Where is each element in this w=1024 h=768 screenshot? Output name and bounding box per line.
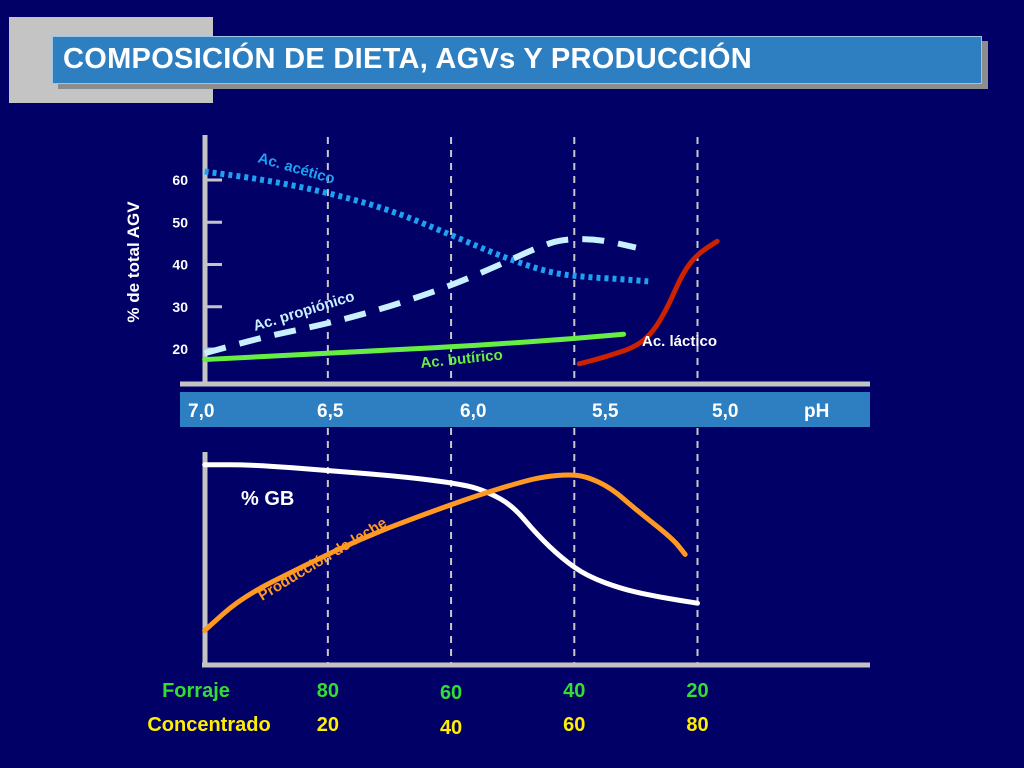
- y-tick-label-40: 40: [172, 257, 188, 273]
- forraje-value-1: 60: [440, 682, 462, 704]
- ph-axis-bar: 7,0 6,5 6,0 5,5 5,0 pH: [180, 392, 870, 427]
- series-line-ac-lactico: [576, 238, 720, 367]
- y-tick-label-20: 20: [172, 341, 188, 357]
- production-chart-axes: [202, 452, 870, 668]
- label-ac-lactico: Ac. láctico: [642, 333, 717, 350]
- forraje-label: Forraje: [162, 680, 230, 702]
- concentrado-value-0: 20: [317, 714, 339, 736]
- series-line-produccion-de-leche: [202, 472, 688, 633]
- ph-bar-background: [180, 392, 870, 427]
- x-tick-label-7-0: 7,0: [188, 401, 214, 422]
- agv-chart-axes: 20 30 40 50 60 % de total AGV: [124, 135, 870, 387]
- label-gb: % GB: [241, 488, 294, 510]
- agv-series: [202, 168, 720, 367]
- x-tick-label-5-5: 5,5: [592, 401, 619, 422]
- forraje-value-0: 80: [317, 680, 339, 702]
- concentrado-value-2: 60: [563, 714, 585, 736]
- label-ac-propionico: Ac. propiónico: [251, 288, 356, 335]
- concentrado-value-1: 40: [440, 717, 462, 739]
- production-series: [202, 462, 700, 633]
- series-line-ac-butirico: [202, 331, 627, 363]
- concentrado-value-3: 80: [686, 714, 708, 736]
- x-axis-unit-label: pH: [804, 401, 829, 422]
- slide-title: COMPOSICIÓN DE DIETA, AGVs Y PRODUCCIÓN: [63, 43, 752, 75]
- y-axis-label: % de total AGV: [124, 201, 143, 323]
- forraje-value-3: 20: [686, 680, 708, 702]
- y-tick-label-60: 60: [172, 172, 188, 188]
- x-tick-label-6-0: 6,0: [460, 401, 486, 422]
- label-produccion-leche: Producción de leche: [255, 514, 390, 604]
- series-line-ac-propionico: [203, 236, 637, 357]
- ph-gridlines: [326, 137, 699, 663]
- concentrado-label: Concentrado: [147, 714, 270, 736]
- x-tick-label-5-0: 5,0: [712, 401, 738, 422]
- forraje-value-2: 40: [563, 680, 585, 702]
- y-tick-label-30: 30: [172, 299, 188, 315]
- series-line-gb: [202, 462, 700, 606]
- x-tick-label-6-5: 6,5: [317, 401, 344, 422]
- title-banner: COMPOSICIÓN DE DIETA, AGVs Y PRODUCCIÓN: [52, 36, 982, 84]
- series-line-ac-acetico: [204, 168, 649, 285]
- diet-composition-table: Forraje Concentrado 80 20 60 40 40 60 20 80: [147, 680, 708, 739]
- y-tick-label-50: 50: [172, 214, 188, 230]
